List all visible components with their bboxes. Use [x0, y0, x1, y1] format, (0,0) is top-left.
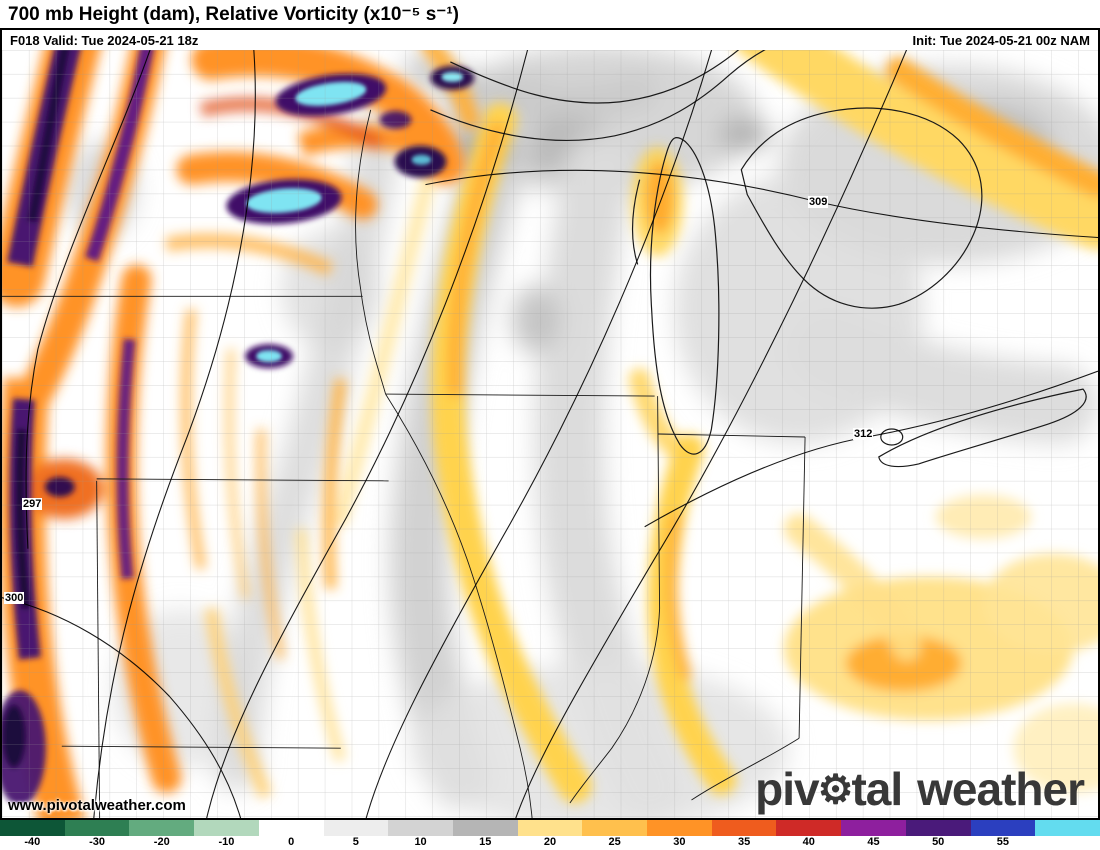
pivotal-weather-logo: piv ⚙ tal weather	[755, 763, 1085, 815]
colorbar-segment	[517, 820, 583, 836]
colorbar-segment	[388, 820, 453, 836]
colorbar-segment	[1035, 820, 1100, 836]
colorbar-tick-label: 20	[543, 836, 557, 848]
colorbar-segment	[129, 820, 195, 836]
colorbar-tick-label: 40	[802, 836, 815, 848]
logo-text-piv: piv	[755, 763, 819, 815]
map-box: F018 Valid: Tue 2024-05-21 18z Init: Tue…	[0, 28, 1100, 820]
colorbar-segment	[711, 820, 777, 836]
colorbar-tick-label: -40	[24, 836, 41, 848]
colorbar-tick-label: 55	[996, 836, 1010, 848]
gear-icon: ⚙	[817, 768, 854, 812]
colorbar-tick-label: 35	[737, 836, 751, 848]
model-init-text: Init: Tue 2024-05-21 00z NAM	[912, 32, 1090, 48]
contour-label-300: 300	[4, 592, 25, 604]
colorbar-segment	[970, 820, 1036, 836]
colorbar-tick-label: 15	[479, 836, 492, 848]
contour-label-312: 312	[853, 428, 874, 440]
map-title: 700 mb Height (dam), Relative Vorticity …	[8, 3, 459, 25]
geography-layer	[2, 50, 1087, 818]
forecast-valid-text: F018 Valid: Tue 2024-05-21 18z	[10, 32, 199, 48]
map-svg	[2, 50, 1098, 818]
contour-label-297: 297	[22, 498, 43, 510]
title-bar: 700 mb Height (dam), Relative Vorticity …	[0, 0, 1100, 28]
colorbar-segment	[64, 820, 130, 836]
colorbar-segment	[194, 820, 259, 836]
colorbar-tick-label: 0	[288, 836, 295, 848]
colorbar-tick-label: 10	[414, 836, 427, 848]
colorbar-segment	[776, 820, 842, 836]
colorbar-segment	[323, 820, 389, 836]
colorbar-tick-label: 5	[352, 836, 359, 848]
info-row: F018 Valid: Tue 2024-05-21 18z Init: Tue…	[2, 30, 1098, 50]
logo-text-tal: tal	[851, 763, 903, 815]
colorbar-tick-label: 50	[932, 836, 945, 848]
colorbar-segment	[841, 820, 906, 836]
colorbar-gradient	[0, 820, 1100, 836]
colorbar-tick-label: 25	[608, 836, 621, 848]
colorbar-ticks: -40 -30 -20 -10 0 5 10 15 20 25 30 35 40 45 50 55	[0, 836, 1100, 850]
colorbar-tick-label: 30	[673, 836, 686, 848]
colorbar-tick-label: 45	[867, 836, 880, 848]
colorbar-tick-label: -20	[153, 836, 170, 848]
colorbar-tick-label: -10	[218, 836, 235, 848]
county-grid-layer	[2, 50, 1098, 818]
colorbar-segment	[905, 820, 971, 836]
contour-label-309: 309	[808, 196, 829, 208]
map-area: 297 300 309 312 www.pivotalweather.com p…	[2, 50, 1098, 818]
logo-text-weather: weather	[917, 763, 1085, 815]
colorbar-tick-label: -30	[89, 836, 105, 848]
colorbar-segment	[258, 820, 324, 836]
colorbar-segment	[582, 820, 648, 836]
colorbar-segment	[647, 820, 712, 836]
colorbar-segment	[0, 820, 65, 836]
watermark-text: www.pivotalweather.com	[8, 797, 186, 814]
colorbar-segment	[452, 820, 518, 836]
